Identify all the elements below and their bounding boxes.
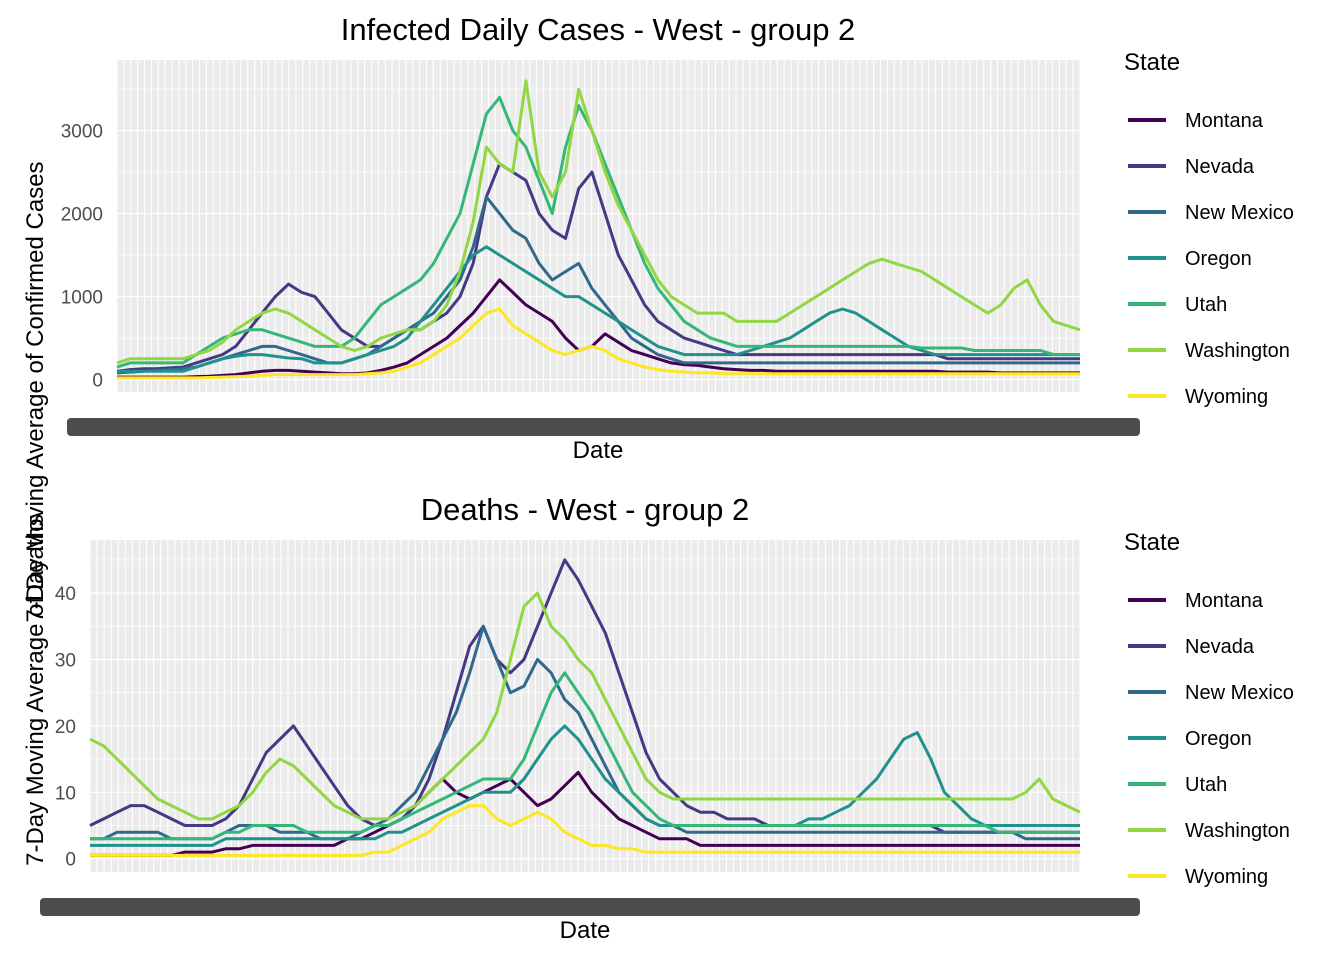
- deaths-x-axis-title: Date: [560, 917, 611, 944]
- legend-label: Montana: [1185, 110, 1264, 132]
- deaths-y-axis-title: 7-Day Moving Average of Deaths: [22, 514, 49, 866]
- series-line-wyoming: [117, 307, 1080, 380]
- legend-label: Montana: [1185, 590, 1264, 612]
- deaths-y-ticks: 0 10 20 30 40: [55, 584, 76, 871]
- deaths-legend: State Montana Nevada New Mexico Oregon Utah Wa…: [1124, 529, 1294, 888]
- legend-label: Nevada: [1185, 156, 1255, 178]
- cases-y-ticks: 0 1000 2000 3000: [61, 122, 103, 392]
- series-line-utah: [90, 671, 1080, 841]
- cases-legend: State Montana Nevada New Mexico Oregon Utah Wa…: [1124, 49, 1294, 408]
- cases-x-axis-title: Date: [573, 437, 624, 464]
- legend-label: Oregon: [1185, 248, 1252, 270]
- series-line-new-mexico: [116, 195, 1080, 375]
- y-tick-label: 2000: [61, 205, 103, 226]
- legend-label: Wyoming: [1185, 866, 1268, 888]
- y-tick-label: 40: [55, 584, 76, 605]
- series-line-washington: [116, 79, 1081, 365]
- legend-label: Washington: [1185, 820, 1290, 842]
- series-line-montana: [117, 278, 1080, 379]
- series-line-oregon: [117, 245, 1080, 373]
- y-tick-label: 10: [55, 783, 76, 804]
- legend-label: Washington: [1185, 340, 1290, 362]
- cases-lines: [116, 79, 1081, 380]
- deaths-chart: 0 10 20 30 40 Deaths - West - group 2 Date S…: [40, 492, 1294, 944]
- y-tick-label: 1000: [61, 288, 103, 309]
- cases-x-ticks: [67, 418, 1140, 436]
- series-line-montana: [90, 770, 1080, 857]
- series-line-oregon: [90, 724, 1080, 847]
- legend-label: Nevada: [1185, 636, 1255, 658]
- deaths-lines: [89, 558, 1081, 857]
- y-tick-label: 0: [65, 850, 76, 871]
- y-tick-label: 30: [55, 651, 76, 672]
- y-tick-label: 0: [92, 371, 103, 392]
- deaths-chart-title: Deaths - West - group 2: [421, 492, 750, 527]
- deaths-x-ticks: [40, 898, 1140, 916]
- cases-chart-title: Infected Daily Cases - West - group 2: [341, 12, 856, 47]
- legend-label: New Mexico: [1185, 682, 1294, 704]
- series-line-nevada: [116, 162, 1080, 373]
- series-line-washington: [89, 591, 1081, 821]
- cases-grid: [116, 60, 1081, 392]
- legend-label: Oregon: [1185, 728, 1252, 750]
- legend-label: New Mexico: [1185, 202, 1294, 224]
- x-tick-labels-overlapping: [40, 898, 1140, 916]
- series-line-wyoming: [90, 804, 1080, 857]
- y-tick-label: 20: [55, 717, 76, 738]
- cases-y-axis-title: 7-Day Moving Average of Confirmed Cases: [22, 161, 49, 622]
- legend-label: Wyoming: [1185, 386, 1268, 408]
- y-tick-label: 3000: [61, 122, 103, 143]
- legend-title: State: [1124, 49, 1180, 76]
- x-tick-labels-overlapping: [67, 418, 1140, 436]
- legend-label: Utah: [1185, 774, 1227, 796]
- cases-chart: 0 1000 2000 3000 Infected Daily Cases - Wes…: [61, 12, 1294, 464]
- legend-label: Utah: [1185, 294, 1227, 316]
- deaths-grid: [89, 540, 1081, 872]
- legend-title: State: [1124, 529, 1180, 556]
